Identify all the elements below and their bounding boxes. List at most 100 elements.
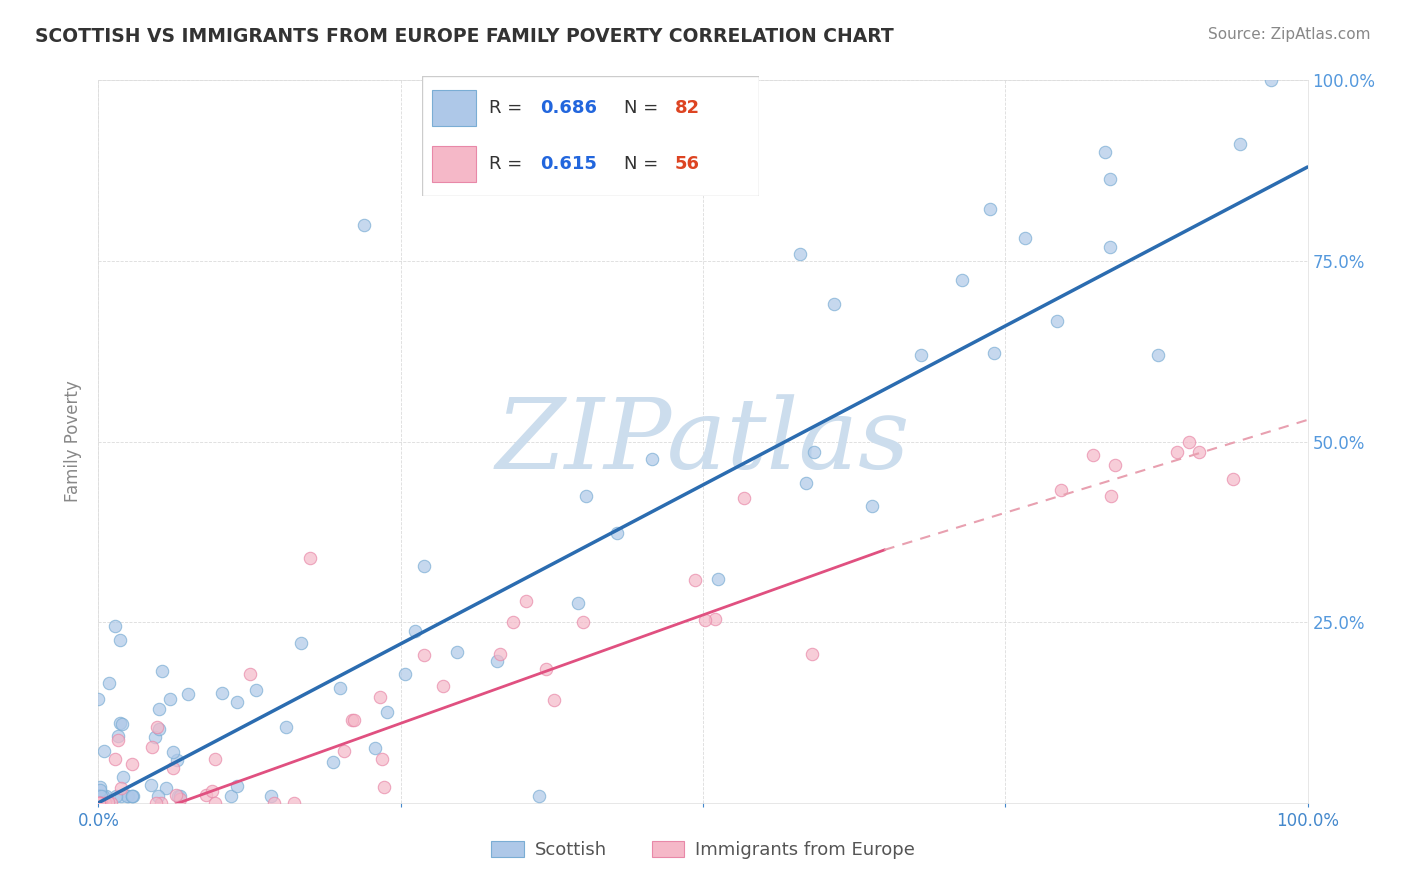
- FancyBboxPatch shape: [422, 76, 759, 196]
- Point: [1222, 472, 1244, 486]
- Point: [93, 744, 115, 758]
- Point: [121, 789, 143, 803]
- Point: [226, 779, 249, 793]
- Point: [260, 789, 283, 803]
- Point: [87, 789, 110, 803]
- Bar: [432, 90, 475, 127]
- Bar: [432, 145, 475, 182]
- Point: [910, 348, 932, 362]
- Point: [368, 690, 391, 705]
- Point: [211, 685, 233, 699]
- Point: [87, 789, 110, 803]
- Point: [177, 687, 200, 701]
- Point: [110, 780, 132, 795]
- Point: [146, 720, 169, 734]
- Point: [371, 752, 394, 766]
- Point: [343, 713, 366, 727]
- Text: 0.615: 0.615: [540, 154, 596, 173]
- Point: [789, 246, 811, 260]
- Point: [803, 445, 825, 459]
- Point: [290, 636, 312, 650]
- Point: [87, 796, 110, 810]
- Point: [121, 789, 143, 803]
- Point: [87, 692, 110, 706]
- Point: [110, 633, 132, 648]
- Point: [112, 770, 135, 784]
- Point: [1099, 171, 1122, 186]
- Point: [87, 789, 110, 803]
- Point: [1046, 314, 1069, 328]
- Point: [93, 789, 115, 803]
- Point: [94, 796, 117, 810]
- Point: [204, 796, 226, 810]
- Point: [148, 702, 170, 716]
- Text: 82: 82: [675, 99, 700, 118]
- Point: [169, 789, 191, 803]
- Point: [373, 780, 395, 794]
- Point: [1260, 73, 1282, 87]
- Point: [432, 679, 454, 693]
- Point: [162, 746, 184, 760]
- Point: [860, 499, 883, 513]
- Text: 56: 56: [675, 154, 700, 173]
- Point: [979, 202, 1001, 217]
- Point: [87, 789, 110, 803]
- Point: [567, 597, 589, 611]
- Point: [536, 662, 558, 676]
- Point: [87, 796, 110, 810]
- Point: [412, 559, 434, 574]
- Point: [201, 784, 224, 798]
- Point: [226, 695, 249, 709]
- Point: [87, 789, 110, 803]
- Point: [502, 615, 524, 630]
- Point: [159, 692, 181, 706]
- Point: [111, 717, 134, 731]
- Point: [104, 619, 127, 633]
- Point: [169, 792, 191, 806]
- Point: [195, 788, 218, 802]
- Y-axis label: Family Poverty: Family Poverty: [65, 381, 83, 502]
- Point: [1188, 445, 1211, 459]
- Point: [575, 489, 598, 503]
- Point: [100, 796, 122, 810]
- Point: [139, 779, 162, 793]
- Point: [606, 526, 628, 541]
- Point: [90, 796, 112, 810]
- Point: [204, 752, 226, 766]
- Point: [446, 645, 468, 659]
- Text: Source: ZipAtlas.com: Source: ZipAtlas.com: [1208, 27, 1371, 42]
- Point: [110, 789, 132, 803]
- Point: [97, 795, 120, 809]
- Point: [707, 572, 730, 586]
- Point: [1098, 240, 1121, 254]
- Point: [155, 780, 177, 795]
- Point: [515, 593, 537, 607]
- Text: SCOTTISH VS IMMIGRANTS FROM EUROPE FAMILY POVERTY CORRELATION CHART: SCOTTISH VS IMMIGRANTS FROM EUROPE FAMIL…: [35, 27, 894, 45]
- Text: R =: R =: [489, 99, 529, 118]
- Point: [333, 744, 356, 758]
- Point: [115, 789, 138, 803]
- Point: [353, 218, 375, 232]
- Point: [640, 451, 662, 466]
- Point: [1083, 448, 1105, 462]
- Point: [97, 676, 120, 690]
- Point: [1229, 136, 1251, 151]
- Point: [148, 789, 170, 803]
- Point: [1166, 444, 1188, 458]
- Point: [329, 681, 352, 695]
- Point: [529, 789, 551, 803]
- Point: [90, 796, 112, 810]
- Point: [413, 648, 436, 662]
- Point: [145, 796, 167, 810]
- Point: [150, 796, 173, 810]
- Point: [89, 780, 111, 794]
- Legend: Scottish, Immigrants from Europe: Scottish, Immigrants from Europe: [484, 833, 922, 866]
- Point: [245, 682, 267, 697]
- Point: [239, 667, 262, 681]
- Point: [704, 612, 727, 626]
- Text: N =: N =: [624, 154, 664, 173]
- Point: [794, 476, 817, 491]
- Point: [1094, 145, 1116, 160]
- Point: [733, 491, 755, 505]
- Point: [1050, 483, 1073, 497]
